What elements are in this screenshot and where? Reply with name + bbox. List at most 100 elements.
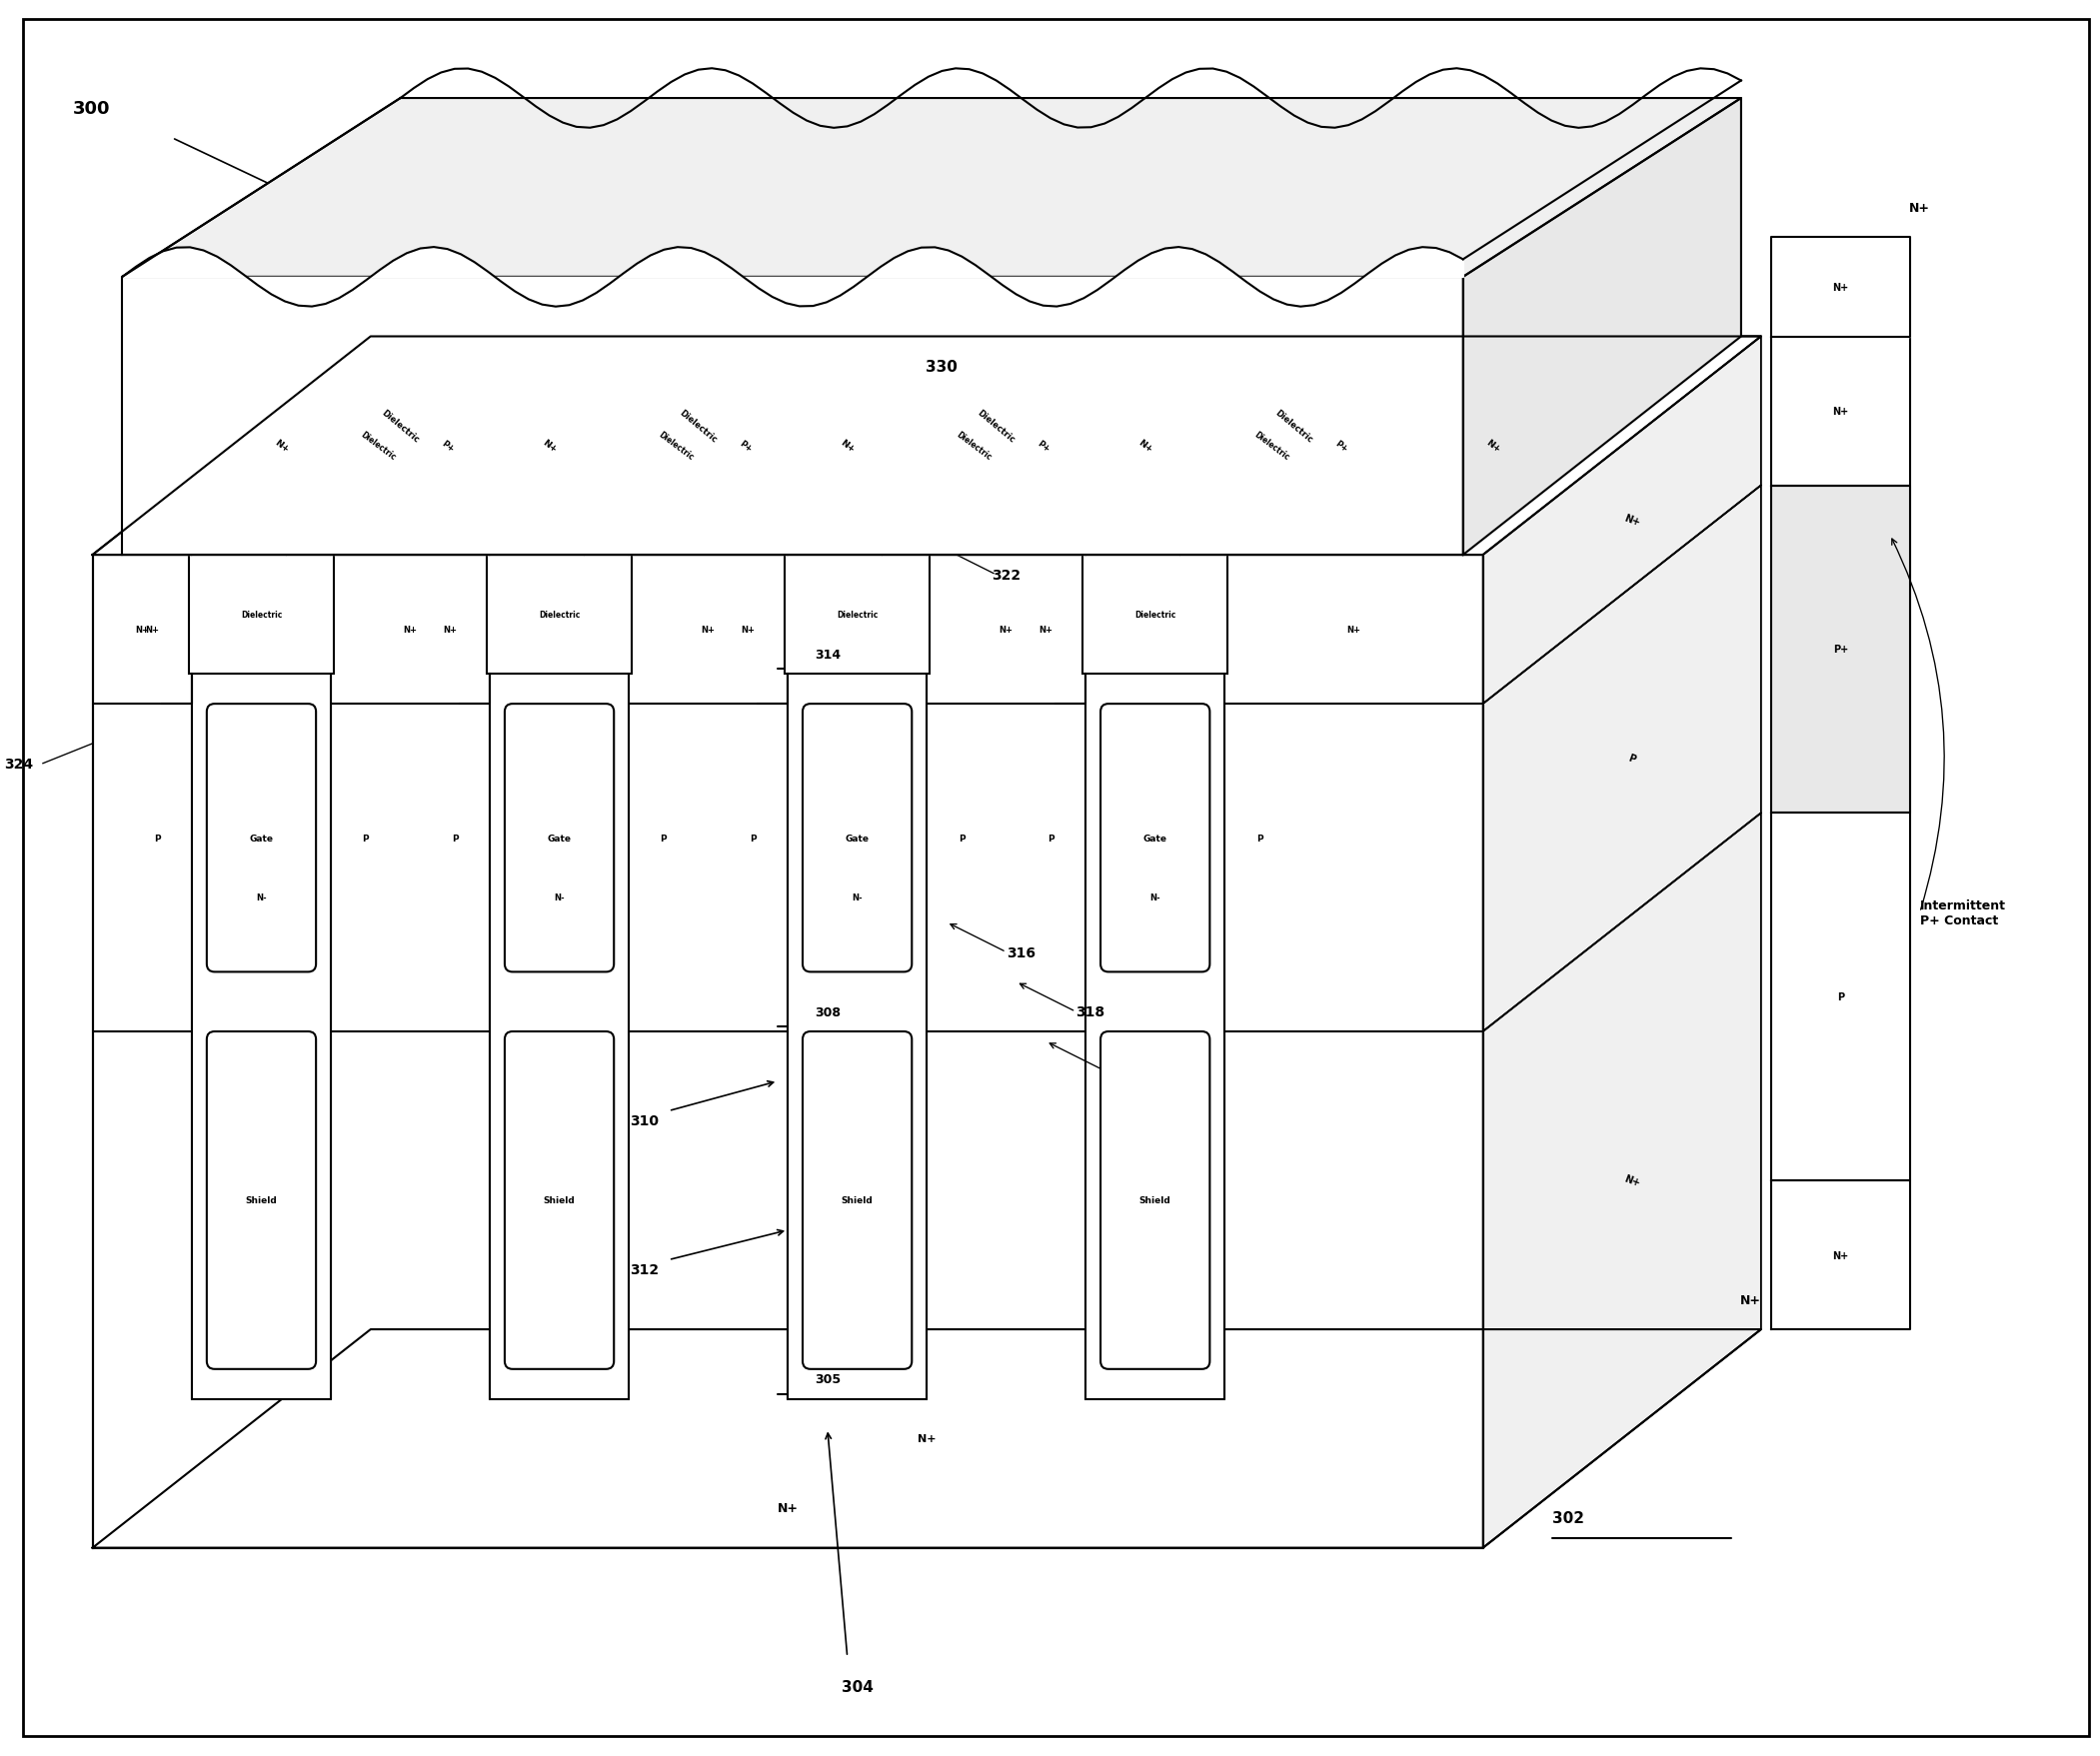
Text: N+: N+	[1833, 1250, 1848, 1261]
Text: P+: P+	[1833, 644, 1848, 655]
Text: P+: P+	[1035, 439, 1052, 453]
Text: 308: 308	[815, 1006, 840, 1018]
Text: P: P	[363, 834, 370, 843]
Text: N+: N+	[701, 625, 716, 634]
Text: P: P	[659, 834, 668, 843]
Polygon shape	[584, 337, 907, 555]
Polygon shape	[1086, 555, 1224, 1400]
Polygon shape	[1483, 486, 1762, 1033]
Text: N-: N-	[554, 894, 565, 903]
Text: Dielectric: Dielectric	[380, 407, 420, 444]
Text: Shield: Shield	[544, 1196, 575, 1205]
Text: 304: 304	[842, 1679, 874, 1695]
Text: N-: N-	[1151, 894, 1161, 903]
Text: N+: N+	[1000, 625, 1012, 634]
Polygon shape	[788, 337, 1205, 555]
Text: N+: N+	[1039, 625, 1052, 634]
Text: N+: N+	[273, 437, 290, 455]
Polygon shape	[1770, 237, 1909, 337]
Text: N+: N+	[918, 1433, 937, 1443]
Text: Gate: Gate	[250, 834, 273, 843]
Text: N+: N+	[838, 437, 857, 455]
Text: Dielectric: Dielectric	[1252, 430, 1292, 462]
FancyBboxPatch shape	[802, 1033, 911, 1370]
Polygon shape	[92, 555, 1483, 1547]
Text: 305: 305	[815, 1373, 840, 1385]
Polygon shape	[926, 337, 1363, 555]
Text: 312: 312	[630, 1263, 659, 1277]
Text: N+: N+	[777, 1501, 798, 1515]
Polygon shape	[1180, 337, 1504, 555]
Polygon shape	[92, 337, 470, 555]
Polygon shape	[332, 337, 769, 555]
Polygon shape	[1770, 337, 1909, 486]
Text: N+: N+	[741, 625, 756, 634]
Text: N-: N-	[853, 894, 863, 903]
Text: Gate: Gate	[1142, 834, 1168, 843]
Text: N+: N+	[1346, 625, 1361, 634]
Text: P: P	[1838, 992, 1844, 1003]
Polygon shape	[1086, 337, 1504, 555]
Text: N-: N-	[256, 894, 267, 903]
Polygon shape	[1224, 337, 1762, 555]
Polygon shape	[191, 337, 609, 555]
Text: N+: N+	[1833, 407, 1848, 416]
FancyBboxPatch shape	[504, 1033, 613, 1370]
Text: Dielectric: Dielectric	[538, 611, 580, 620]
Bar	[1084, 553, 1228, 674]
Text: N+: N+	[1623, 1173, 1642, 1189]
Text: P+: P+	[439, 439, 456, 453]
Polygon shape	[122, 277, 1464, 555]
Text: N+: N+	[145, 625, 160, 634]
Text: 302: 302	[1552, 1510, 1583, 1526]
Polygon shape	[1483, 337, 1762, 704]
Bar	[189, 553, 334, 674]
Text: 322: 322	[991, 569, 1021, 583]
Text: P+: P+	[1334, 439, 1350, 453]
Text: 314: 314	[815, 648, 840, 662]
Text: Intermittent
P+ Contact: Intermittent P+ Contact	[1919, 899, 2005, 927]
Text: Dielectric: Dielectric	[678, 407, 718, 444]
Text: N+: N+	[403, 625, 418, 634]
FancyBboxPatch shape	[1100, 704, 1210, 973]
Text: Shield: Shield	[246, 1196, 277, 1205]
Text: 320: 320	[1105, 1064, 1134, 1078]
Polygon shape	[92, 1329, 1762, 1547]
Text: Dielectric: Dielectric	[956, 430, 993, 462]
Text: P: P	[958, 834, 964, 843]
Text: N+: N+	[1741, 1294, 1762, 1306]
Polygon shape	[1770, 1180, 1909, 1329]
Text: Dielectric: Dielectric	[1134, 611, 1176, 620]
Text: Gate: Gate	[548, 834, 571, 843]
Polygon shape	[1770, 486, 1909, 813]
Polygon shape	[489, 337, 863, 555]
Bar	[487, 553, 632, 674]
Text: N+: N+	[540, 437, 559, 455]
Polygon shape	[788, 555, 926, 1400]
Text: 310: 310	[630, 1113, 659, 1127]
Text: Shield: Shield	[842, 1196, 874, 1205]
Text: Dielectric: Dielectric	[242, 611, 281, 620]
Text: P: P	[1256, 834, 1262, 843]
Polygon shape	[788, 337, 1159, 555]
Polygon shape	[1483, 813, 1762, 1547]
Text: P: P	[451, 834, 458, 843]
Polygon shape	[92, 337, 1762, 555]
FancyBboxPatch shape	[504, 704, 613, 973]
Text: N+: N+	[1136, 437, 1155, 455]
FancyBboxPatch shape	[206, 1033, 315, 1370]
Polygon shape	[286, 337, 609, 555]
FancyBboxPatch shape	[802, 704, 911, 973]
Text: P: P	[153, 834, 160, 843]
Text: Dielectric: Dielectric	[836, 611, 878, 620]
Text: 316: 316	[1006, 945, 1035, 959]
Polygon shape	[628, 337, 1067, 555]
Text: Gate: Gate	[844, 834, 869, 843]
Text: Shield: Shield	[1140, 1196, 1172, 1205]
Text: N+: N+	[1909, 202, 1930, 214]
Text: 326: 326	[1384, 390, 1413, 404]
Bar	[785, 553, 930, 674]
Text: Dielectric: Dielectric	[1275, 407, 1315, 444]
Text: 330: 330	[890, 409, 922, 423]
Text: Dielectric: Dielectric	[359, 430, 397, 462]
